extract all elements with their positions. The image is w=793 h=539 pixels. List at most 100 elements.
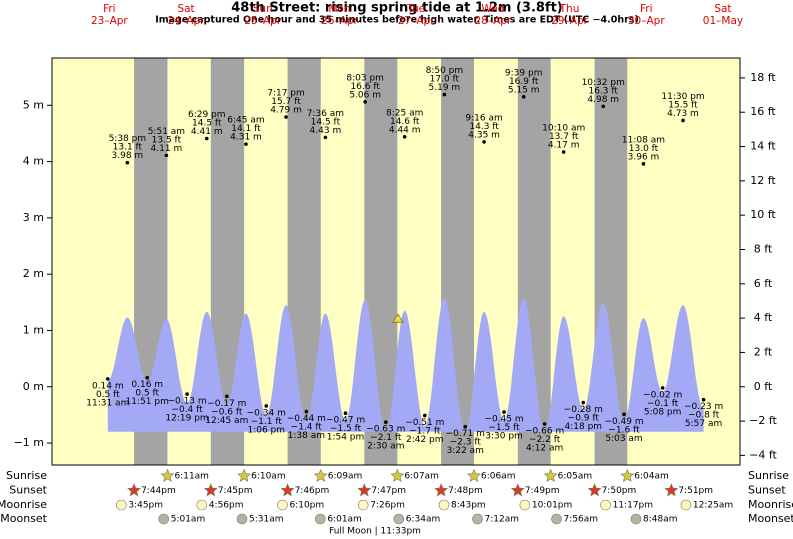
y2-tick-label: 16 ft bbox=[750, 105, 776, 118]
sunset-icon bbox=[434, 483, 449, 497]
tide-label: −0.66 m bbox=[525, 426, 564, 436]
tide-label: 4:12 am bbox=[526, 443, 563, 453]
y-tick-label: 5 m bbox=[23, 98, 44, 111]
astro-time: 7:50pm bbox=[602, 486, 637, 496]
tide-label: 14.1 ft bbox=[231, 124, 261, 134]
sunset-icon bbox=[664, 483, 679, 497]
tide-point bbox=[581, 400, 586, 405]
tide-label: 4.17 m bbox=[548, 141, 580, 151]
plot-border bbox=[51, 57, 741, 466]
tide-label: 2:42 pm bbox=[406, 435, 444, 445]
sunset-icon bbox=[203, 483, 218, 497]
astro-time: 7:56am bbox=[564, 515, 599, 525]
moonset-icon bbox=[315, 513, 326, 525]
moonrise-icon bbox=[519, 499, 531, 511]
tide-label: −0.13 m bbox=[167, 397, 206, 407]
tide-label: 2:30 am bbox=[367, 442, 404, 452]
astro-time: 7:48pm bbox=[448, 486, 483, 496]
y2-tick-label: 12 ft bbox=[750, 174, 776, 187]
tide-point bbox=[502, 410, 506, 414]
tide-label: 11:30 pm bbox=[661, 92, 704, 102]
row-label: Sunrise bbox=[748, 469, 789, 482]
tide-label: 3:22 am bbox=[447, 446, 484, 456]
sunrise-icon bbox=[390, 468, 405, 482]
tide-label: 5.19 m bbox=[429, 83, 461, 93]
sunrise-icon bbox=[313, 468, 328, 482]
tide-label: −0.51 m bbox=[405, 418, 444, 428]
tide-label: 11:51 pm bbox=[126, 397, 169, 407]
tide-label: 0.5 ft bbox=[96, 390, 120, 400]
row-label: Moonset bbox=[748, 512, 793, 525]
sunset-icon bbox=[127, 483, 141, 497]
tide-label: 5:51 am bbox=[148, 127, 185, 137]
tide-point bbox=[106, 377, 110, 381]
tide-label: −0.02 m bbox=[643, 390, 682, 400]
y2-tick-label: 4 ft bbox=[754, 311, 773, 324]
y-tick-label: 4 m bbox=[23, 155, 44, 168]
tide-label: −1.7 ft bbox=[409, 426, 441, 436]
tide-label: −0.34 m bbox=[247, 408, 286, 418]
row-label: Sunset bbox=[748, 484, 786, 497]
astro-time: 6:07am bbox=[404, 472, 439, 482]
astro-time: 6:04am bbox=[634, 472, 669, 482]
tide-label: 1:38 am bbox=[288, 431, 325, 441]
astro-time: 10:01pm bbox=[532, 501, 572, 511]
tide-label: 9:16 am bbox=[465, 113, 502, 123]
tide-area bbox=[107, 297, 704, 432]
sunrise-icon bbox=[237, 468, 252, 482]
tide-label: 7:36 am bbox=[307, 109, 344, 119]
moonset-icon bbox=[630, 513, 642, 525]
tide-label: −0.45 m bbox=[484, 415, 523, 425]
row-label: Moonset bbox=[0, 512, 47, 525]
tide-point bbox=[521, 95, 526, 99]
tide-label: 5:38 pm bbox=[109, 134, 147, 144]
tide-label: 10:10 am bbox=[542, 124, 585, 134]
astro-time: 7:51pm bbox=[678, 486, 713, 496]
tide-point bbox=[125, 160, 130, 165]
sunrise-icon bbox=[620, 468, 635, 482]
sunrise-icon bbox=[543, 468, 558, 482]
day-name: Wed bbox=[481, 3, 504, 15]
tide-label: 12:45 am bbox=[205, 416, 248, 426]
tide-point bbox=[463, 424, 468, 429]
astro-time: 7:26pm bbox=[370, 501, 405, 511]
y2-tick-label: 6 ft bbox=[754, 277, 773, 290]
day-name: Fri bbox=[640, 3, 653, 15]
day-name: Tue bbox=[406, 3, 425, 15]
tide-label: −1.5 ft bbox=[488, 423, 520, 433]
tide-label: 6:29 pm bbox=[188, 110, 226, 120]
y-tick-label: 0 m bbox=[23, 380, 44, 393]
astro-time: 6:10pm bbox=[289, 501, 324, 511]
row-label: Moonrise bbox=[0, 498, 47, 511]
y-tick-label: 1 m bbox=[23, 323, 44, 336]
astro-time: 12:25am bbox=[693, 501, 733, 511]
sunrise-icon bbox=[160, 468, 175, 482]
row-label: Moonrise bbox=[748, 498, 793, 511]
tide-point bbox=[561, 150, 566, 154]
tide-label: 5:03 am bbox=[605, 434, 642, 444]
tide-label: 4:18 pm bbox=[565, 422, 603, 432]
sunset-icon bbox=[280, 483, 295, 497]
tide-point bbox=[482, 140, 486, 144]
day-name: Sat bbox=[714, 3, 731, 15]
day-date: 27–Apr bbox=[398, 15, 435, 27]
tide-point bbox=[343, 411, 348, 416]
y2-tick-label: −4 ft bbox=[749, 448, 777, 461]
tide-label: 5:08 pm bbox=[644, 407, 682, 417]
tide-label: 3.98 m bbox=[112, 151, 144, 161]
tide-label: 4.35 m bbox=[468, 130, 500, 140]
day-date: 23–Apr bbox=[91, 15, 128, 27]
tide-label: −0.8 ft bbox=[688, 411, 720, 421]
astro-time: 6:11am bbox=[174, 472, 209, 482]
tide-point bbox=[264, 404, 269, 408]
tide-label: 16.3 ft bbox=[588, 86, 618, 96]
y2-tick-label: 0 ft bbox=[754, 380, 773, 393]
tide-label: 10:32 pm bbox=[582, 78, 625, 88]
moonrise-icon bbox=[357, 499, 369, 511]
tide-label: 13.5 ft bbox=[152, 135, 182, 145]
tide-label: 0.14 m bbox=[92, 381, 124, 391]
tide-point bbox=[622, 412, 626, 417]
tide-point bbox=[323, 135, 328, 140]
tide-label: 6:45 am bbox=[227, 116, 264, 126]
full-moon-note: Full Moon | 11:33pm bbox=[329, 527, 421, 537]
